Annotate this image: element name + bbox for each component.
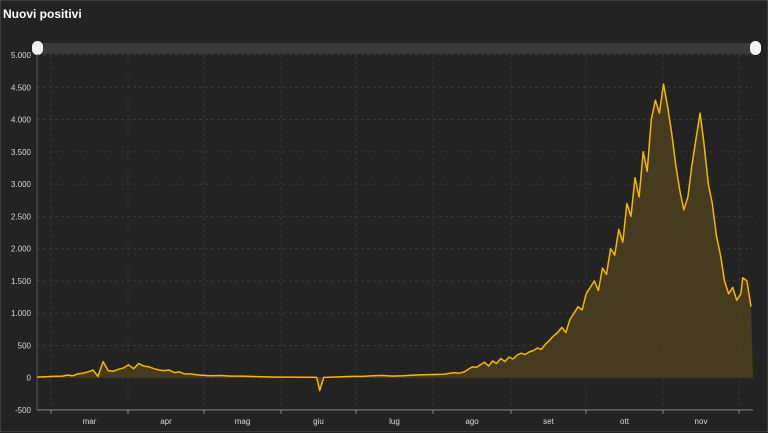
range-slider-right-handle[interactable] bbox=[750, 41, 761, 55]
range-slider-track[interactable] bbox=[37, 43, 755, 54]
chart-title: Nuovi positivi bbox=[3, 7, 82, 21]
y-tick-label: 1.500 bbox=[11, 277, 32, 286]
x-tick-label: set bbox=[543, 417, 554, 426]
y-tick-label: 2.000 bbox=[11, 245, 32, 254]
y-tick-label: 500 bbox=[18, 341, 32, 350]
y-tick-label: 3.500 bbox=[11, 148, 32, 157]
x-tick-label: ago bbox=[465, 417, 479, 426]
series-area bbox=[37, 84, 753, 391]
x-tick-label: lug bbox=[389, 417, 400, 426]
y-tick-label: 1.000 bbox=[11, 309, 32, 318]
y-tick-label: 4.500 bbox=[11, 83, 32, 92]
y-tick-label: 4.000 bbox=[11, 116, 32, 125]
x-tick-label: ott bbox=[620, 417, 630, 426]
y-tick-label: 2.500 bbox=[11, 212, 32, 221]
series-line bbox=[36, 83, 752, 392]
x-tick-label: giu bbox=[313, 417, 324, 426]
x-tick-label: apr bbox=[160, 417, 172, 426]
y-tick-label: 5.000 bbox=[11, 51, 32, 60]
y-tick-label: 0 bbox=[27, 374, 32, 383]
range-slider-left-handle[interactable] bbox=[32, 41, 43, 55]
x-tick-label: mar bbox=[83, 417, 97, 426]
y-tick-label: -500 bbox=[15, 406, 32, 415]
x-tick-label: nov bbox=[695, 417, 708, 426]
x-tick-label: mag bbox=[235, 417, 251, 426]
y-tick-label: 3.000 bbox=[11, 180, 32, 189]
